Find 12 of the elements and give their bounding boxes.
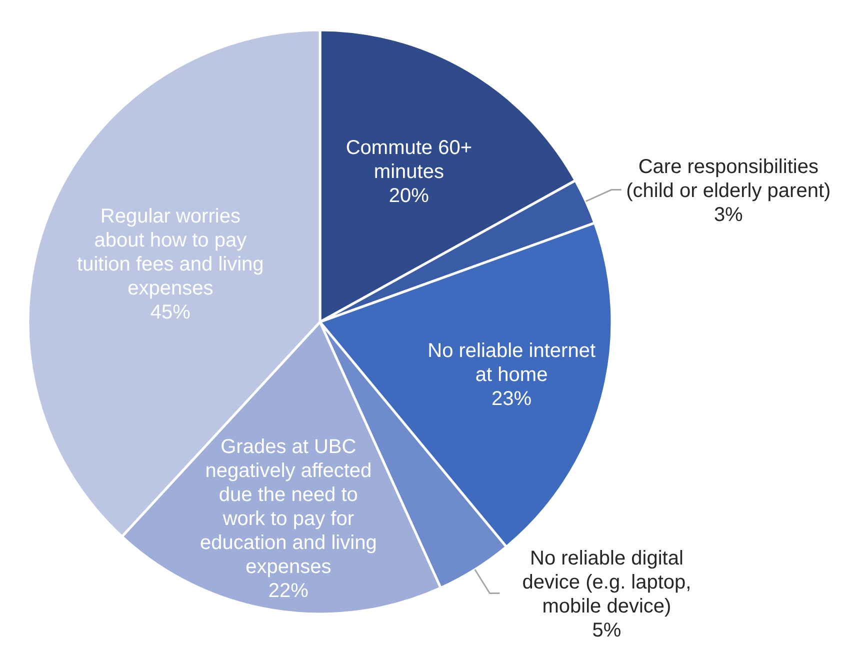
slice-label: No reliable internet at home bbox=[428, 340, 596, 386]
slice-label: No reliable digital device (e.g. laptop, mobile device) bbox=[522, 547, 692, 618]
data-label: 22% bbox=[268, 580, 309, 602]
slice-label: Care responsibilities (child or elderly parent) bbox=[626, 156, 831, 202]
data-label: 5% bbox=[592, 619, 622, 642]
data-label: 20% bbox=[388, 185, 430, 208]
slice-label: Regular worries about how to pay tuition fees and living expenses bbox=[77, 206, 264, 300]
data-label: 23% bbox=[492, 388, 532, 410]
slice-label: Grades at UBC negatively affected due the need to work to pay for education and living expenses bbox=[200, 436, 377, 578]
data-label: 45% bbox=[150, 302, 191, 324]
data-label: 3% bbox=[714, 204, 744, 226]
slice-label: Commute 60+ minutes bbox=[346, 137, 472, 184]
